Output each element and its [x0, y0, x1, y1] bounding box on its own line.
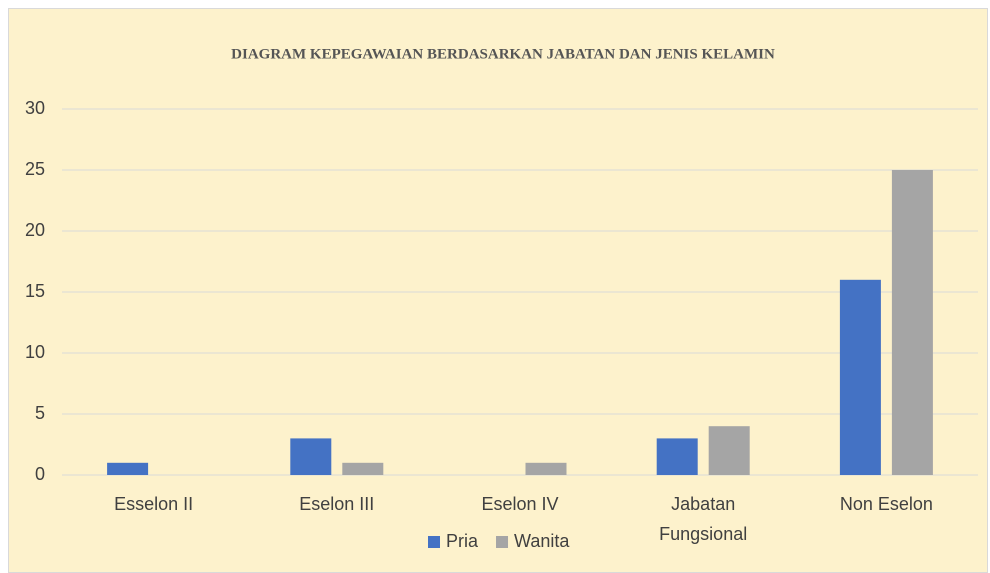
chart-background [8, 8, 988, 573]
legend-label: Pria [446, 531, 479, 551]
bar [342, 462, 384, 475]
y-tick-label: 20 [25, 220, 45, 240]
legend-label: Wanita [514, 531, 570, 551]
x-tick-label-line: Fungsional [659, 524, 747, 544]
legend-swatch [428, 536, 440, 548]
bar [656, 438, 698, 475]
chart-title: DIAGRAM KEPEGAWAIAN BERDASARKAN JABATAN … [231, 46, 775, 62]
x-tick-label-line: Jabatan [671, 494, 735, 514]
bar [525, 462, 567, 475]
y-tick-label: 15 [25, 281, 45, 301]
bar [891, 170, 933, 475]
bar [107, 462, 149, 475]
bar [708, 426, 750, 475]
x-tick-label: Non Eselon [840, 494, 933, 514]
x-tick-label: Esselon II [114, 494, 193, 514]
bar [290, 438, 332, 475]
legend-swatch [496, 536, 509, 548]
y-tick-label: 0 [35, 464, 45, 484]
x-tick-label: Eselon III [299, 494, 374, 514]
bar [839, 279, 881, 475]
y-tick-label: 10 [25, 342, 45, 362]
x-tick-label: Eselon IV [481, 494, 558, 514]
y-tick-label: 30 [25, 98, 45, 118]
y-tick-label: 5 [35, 403, 45, 423]
x-tick-label: Jabatan Fungsional [659, 494, 747, 544]
y-tick-label: 25 [25, 159, 45, 179]
